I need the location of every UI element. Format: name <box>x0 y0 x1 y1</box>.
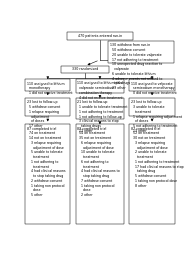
FancyBboxPatch shape <box>76 98 124 119</box>
Text: 87 completed trial
  52 on treatment
  30 not on treatment
    3 relapse requiri: 87 completed trial 52 on treatment 30 no… <box>131 127 183 188</box>
FancyBboxPatch shape <box>129 124 175 224</box>
FancyBboxPatch shape <box>67 32 133 40</box>
Text: 110 assigned to lithium plus
  valproate semisodium
  combination therapy
  4 di: 110 assigned to lithium plus valproate s… <box>77 82 123 100</box>
Text: 330 randomised: 330 randomised <box>72 67 98 71</box>
Text: 130 withdrew from run-in
  50 withdrew consent
  20 unable to tolerate valproate: 130 withdrew from run-in 50 withdrew con… <box>110 43 162 90</box>
Text: 21 lost to follow-up
  1 unable to tolerate treatment
  1 not adhering to treatm: 21 lost to follow-up 1 unable to tolerat… <box>77 100 128 133</box>
Text: 470 patients entered run-in: 470 patients entered run-in <box>78 34 122 38</box>
FancyBboxPatch shape <box>25 79 70 91</box>
Text: 23 lost to follow-up
  3 unable to tolerate
    treatment
  1 relapse requiring : 23 lost to follow-up 3 unable to tolerat… <box>131 101 182 133</box>
FancyBboxPatch shape <box>76 124 124 224</box>
Text: 87 completed trial
  74 on treatment
  14 not on treatment
    3 relapse requiri: 87 completed trial 74 on treatment 14 no… <box>27 127 65 197</box>
Text: 23 lost to follow-up
  5 withdrew consent
  1 relapse requiring
    adjustment
 : 23 lost to follow-up 5 withdrew consent … <box>27 101 60 128</box>
Text: 110 assigned to valproate
  semisodium monotherapy
  0 did not receive treatment: 110 assigned to valproate semisodium mon… <box>131 82 177 95</box>
FancyBboxPatch shape <box>25 124 70 224</box>
Text: 89 completed trial
  54 on treatment
  35 not on treatment
    6 relapse requiri: 89 completed trial 54 on treatment 35 no… <box>77 127 120 197</box>
FancyBboxPatch shape <box>61 66 109 73</box>
FancyBboxPatch shape <box>76 79 124 93</box>
FancyBboxPatch shape <box>129 79 175 91</box>
FancyBboxPatch shape <box>25 98 70 116</box>
Text: 110 assigned to lithium
  monotherapy
  1 did not receive treatment: 110 assigned to lithium monotherapy 1 di… <box>27 82 72 95</box>
FancyBboxPatch shape <box>108 41 174 63</box>
FancyBboxPatch shape <box>129 98 175 116</box>
